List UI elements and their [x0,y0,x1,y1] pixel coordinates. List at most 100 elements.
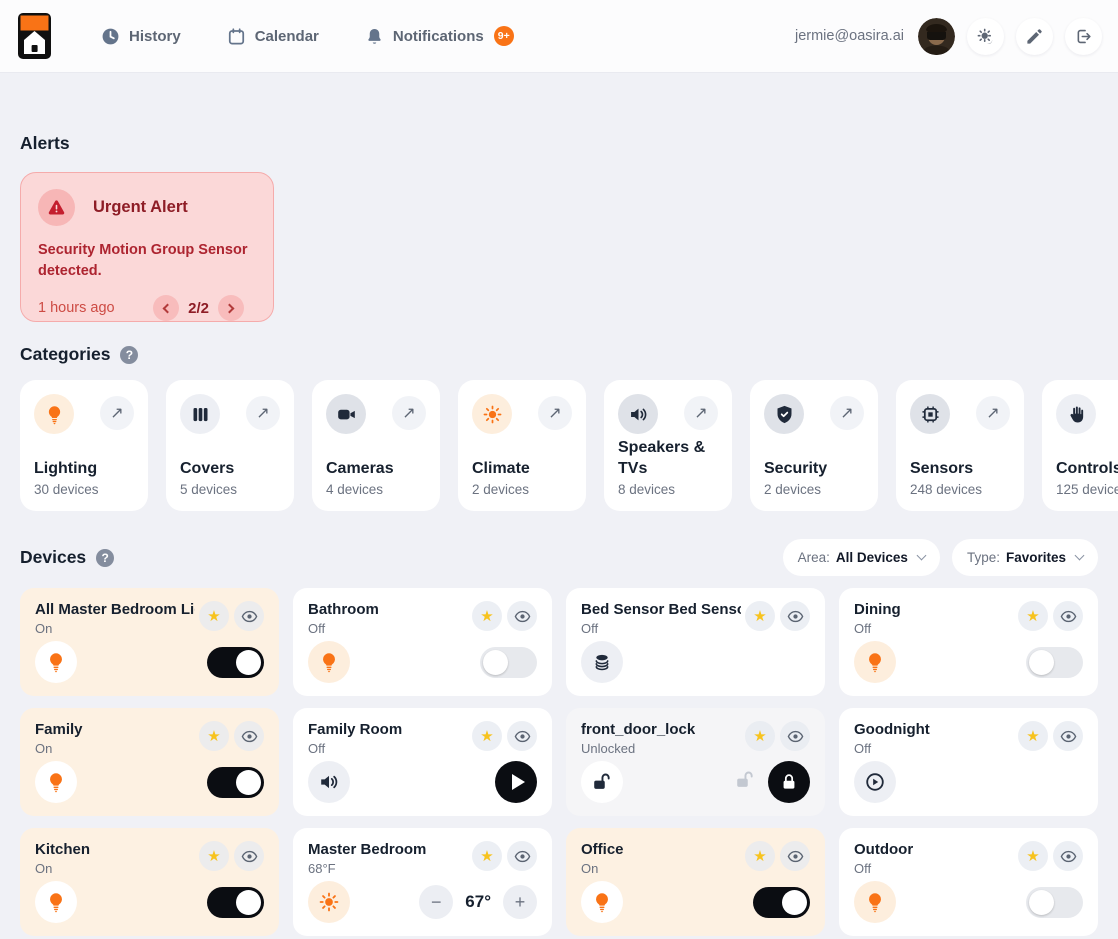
nav-notifications-label: Notifications [392,27,484,45]
view-button[interactable] [780,721,810,751]
category-card-sensors[interactable]: ↗ Sensors 248 devices [896,380,1024,511]
view-button[interactable] [1053,841,1083,871]
categories-help-icon[interactable]: ? [120,345,139,364]
chip-icon [910,394,950,434]
category-card-speakers-tvs[interactable]: ↗ Speakers & TVs 8 devices [604,380,732,511]
device-status: On [581,861,599,876]
category-label: Covers [180,460,235,478]
open-category-icon[interactable]: ↗ [538,396,572,430]
star-icon: ★ [1026,607,1040,625]
speaker-icon [618,394,658,434]
device-card-office[interactable]: Office On ★ [566,828,825,936]
view-button[interactable] [1053,601,1083,631]
power-toggle[interactable] [1026,886,1083,918]
categories-row: ↗ Lighting 30 devices ↗ Covers 5 devices [20,380,1118,511]
category-card-controls[interactable]: ↗ Controls 125 devices [1042,380,1118,511]
category-card-climate[interactable]: ↗ Climate 2 devices [458,380,586,511]
device-card-front-door-lock[interactable]: front_door_lock Unlocked ★ [566,708,825,816]
favorite-button[interactable]: ★ [1018,721,1048,751]
favorite-button[interactable]: ★ [472,721,502,751]
device-card-dining[interactable]: Dining Off ★ [839,588,1098,696]
chevron-left-icon [162,303,173,313]
view-button[interactable] [507,601,537,631]
theme-toggle-button[interactable] [967,17,1004,55]
nav-calendar[interactable]: Calendar [227,27,319,46]
open-category-icon[interactable]: ↗ [684,396,718,430]
device-card-goodnight[interactable]: Goodnight Off ★ [839,708,1098,816]
favorite-button[interactable]: ★ [1018,601,1048,631]
view-button[interactable] [780,841,810,871]
star-icon: ★ [480,727,494,745]
favorite-button[interactable]: ★ [199,601,229,631]
alert-next-button[interactable] [218,295,244,322]
star-icon: ★ [753,847,767,865]
category-card-lighting[interactable]: ↗ Lighting 30 devices [20,380,148,511]
device-card-family[interactable]: Family On ★ [20,708,279,816]
category-card-security[interactable]: ↗ Security 2 devices [750,380,878,511]
favorite-button[interactable]: ★ [745,841,775,871]
device-card-master-bedroom[interactable]: Master Bedroom 68°F ★ − 67° + [293,828,552,936]
lock-button[interactable] [768,761,810,803]
power-toggle[interactable] [207,886,264,918]
favorite-button[interactable]: ★ [472,601,502,631]
power-toggle[interactable] [1026,646,1083,678]
nav-history[interactable]: History [101,27,181,46]
view-button[interactable] [234,841,264,871]
open-category-icon[interactable]: ↗ [246,396,280,430]
open-category-icon[interactable]: ↗ [392,396,426,430]
eye-icon [787,610,803,622]
nav-history-label: History [129,27,181,45]
power-toggle[interactable] [480,646,537,678]
device-card-kitchen[interactable]: Kitchen On ★ [20,828,279,936]
pencil-icon [1027,28,1042,44]
lightbulb-icon [581,881,623,923]
power-toggle[interactable] [207,766,264,798]
devices-grid: All Master Bedroom Lig... On ★ Bathroom [20,588,1098,936]
type-filter-label: Type: [966,550,1000,565]
view-button[interactable] [234,721,264,751]
open-category-icon[interactable]: ↗ [976,396,1010,430]
lightbulb-icon [35,761,77,803]
star-icon: ★ [753,727,767,745]
category-card-cameras[interactable]: ↗ Cameras 4 devices [312,380,440,511]
category-label: Controls [1056,460,1118,478]
devices-help-icon[interactable]: ? [96,548,115,567]
category-label: Climate [472,460,530,478]
favorite-button[interactable]: ★ [199,721,229,751]
category-card-covers[interactable]: ↗ Covers 5 devices [166,380,294,511]
power-toggle[interactable] [753,886,810,918]
sun-moon-icon [977,28,993,44]
device-card-bed-sensor[interactable]: Bed Sensor Bed Sensor Off ★ [566,588,825,696]
oasira-logo[interactable] [18,13,51,59]
alert-prev-button[interactable] [153,295,180,322]
device-card-family-room[interactable]: Family Room Off ★ [293,708,552,816]
favorite-button[interactable]: ★ [199,841,229,871]
view-button[interactable] [780,601,810,631]
logout-button[interactable] [1065,17,1102,55]
open-category-icon[interactable]: ↗ [100,396,134,430]
device-card-bathroom[interactable]: Bathroom Off ★ [293,588,552,696]
open-category-icon[interactable]: ↗ [830,396,864,430]
edit-button[interactable] [1016,17,1053,55]
device-card-all-master-bedroom-lights[interactable]: All Master Bedroom Lig... On ★ [20,588,279,696]
unlock-option-icon[interactable] [734,769,756,796]
view-button[interactable] [507,841,537,871]
categories-heading: Categories [20,344,111,364]
view-button[interactable] [507,721,537,751]
urgent-alert-card[interactable]: Urgent Alert Security Motion Group Senso… [20,172,274,322]
avatar[interactable] [918,17,955,55]
view-button[interactable] [234,601,264,631]
temp-increase-button[interactable]: + [503,885,537,919]
play-button[interactable] [495,761,537,803]
temp-decrease-button[interactable]: − [419,885,454,919]
favorite-button[interactable]: ★ [1018,841,1048,871]
favorite-button[interactable]: ★ [745,721,775,751]
nav-notifications[interactable]: Notifications [365,27,484,46]
favorite-button[interactable]: ★ [745,601,775,631]
device-card-outdoor[interactable]: Outdoor Off ★ [839,828,1098,936]
area-filter-dropdown[interactable]: Area: All Devices [782,539,940,576]
view-button[interactable] [1053,721,1083,751]
favorite-button[interactable]: ★ [472,841,502,871]
power-toggle[interactable] [207,646,264,678]
type-filter-dropdown[interactable]: Type: Favorites [951,539,1098,576]
